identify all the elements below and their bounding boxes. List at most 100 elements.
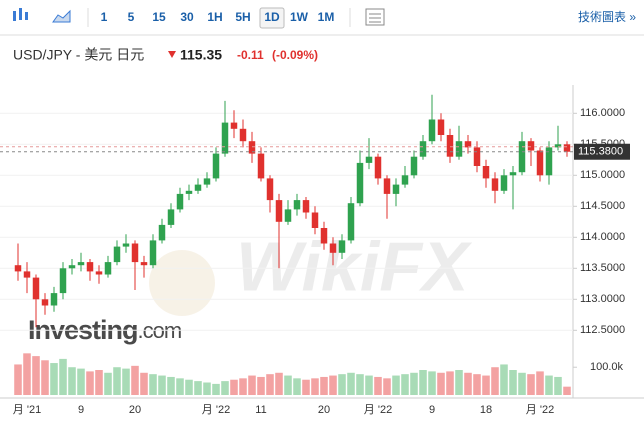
x-tick-label: 20	[318, 404, 330, 416]
volume-bar	[158, 375, 166, 395]
interval-button[interactable]: 1	[101, 10, 108, 24]
candle-body	[77, 262, 85, 266]
volume-bar	[275, 372, 283, 395]
candle-body	[509, 172, 517, 176]
interval-button[interactable]: 15	[152, 10, 166, 24]
volume-bar	[545, 375, 553, 395]
volume-bar	[257, 376, 265, 395]
candle-body	[311, 212, 319, 228]
volume-bar	[383, 378, 391, 395]
candle-body	[446, 135, 454, 157]
candle-body	[338, 240, 346, 253]
candle-body	[113, 246, 121, 263]
candle-body	[59, 268, 67, 294]
interval-button[interactable]: 30	[180, 10, 194, 24]
volume-bar	[419, 370, 427, 395]
volume-bar	[122, 368, 130, 395]
volume-bar	[392, 375, 400, 395]
candle-body	[473, 147, 481, 166]
last-price-box	[574, 143, 630, 160]
volume-bar	[554, 376, 562, 395]
volume-bar	[347, 372, 355, 395]
volume-bar	[536, 371, 544, 395]
candle-body	[536, 150, 544, 176]
y-tick-label: 114.0000	[580, 231, 625, 243]
candle-body	[401, 175, 409, 185]
volume-bar	[473, 374, 481, 395]
candle-body	[95, 271, 103, 275]
candle-body	[419, 141, 427, 157]
volume-bar	[41, 360, 49, 395]
candle-body	[293, 200, 301, 210]
volume-bar	[221, 381, 229, 395]
candle-body	[518, 141, 526, 173]
volume-bar	[77, 368, 85, 395]
x-tick-label: 月 '22	[526, 404, 554, 416]
candle-body	[122, 243, 130, 247]
x-tick-label: 月 '21	[13, 404, 41, 416]
interval-button[interactable]: 1M	[318, 10, 335, 24]
interval-button[interactable]: 1D	[264, 10, 280, 24]
volume-bar	[95, 370, 103, 395]
candle-body	[266, 178, 274, 201]
volume-bar	[320, 376, 328, 395]
watermark-logo	[149, 250, 215, 316]
volume-bar	[140, 372, 148, 395]
candle-body	[185, 190, 193, 194]
candle-body	[365, 156, 373, 163]
down-arrow	[168, 51, 176, 58]
x-tick-label: 20	[129, 404, 141, 416]
volume-bar	[401, 374, 409, 395]
volume-bar	[356, 374, 364, 395]
candle-body	[329, 243, 337, 253]
candle-body	[491, 178, 499, 191]
candle-body	[14, 265, 22, 272]
candle-body	[545, 147, 553, 176]
candle-body	[284, 209, 292, 222]
candle-body	[68, 265, 76, 269]
volume-bar	[410, 372, 418, 395]
candle-body	[374, 156, 382, 179]
volume-bar	[428, 371, 436, 395]
candle-body	[554, 144, 562, 148]
interval-button[interactable]: 5	[128, 10, 135, 24]
price: 115.35	[180, 47, 222, 63]
x-tick-label: 月 '22	[364, 404, 392, 416]
volume-bar	[500, 364, 508, 395]
volume-bar	[338, 374, 346, 395]
interval-button[interactable]: 1H	[207, 10, 222, 24]
candle-body	[221, 122, 229, 154]
tech-chart-link[interactable]: 技術圖表 »	[578, 10, 636, 24]
candle-body	[392, 184, 400, 194]
volume-bar	[203, 382, 211, 395]
candle-body	[410, 156, 418, 176]
volume-bar	[284, 375, 292, 395]
interval-button[interactable]: 1W	[290, 10, 309, 24]
y-tick-label: 114.5000	[580, 200, 625, 212]
volume-bar	[68, 367, 76, 395]
candle-body	[500, 175, 508, 191]
volume-bar	[248, 375, 256, 395]
candle-body	[383, 178, 391, 194]
candle-body	[104, 262, 112, 275]
layout-icon[interactable]	[365, 8, 385, 26]
x-tick-label: 9	[78, 404, 84, 416]
volume-bar	[302, 379, 310, 395]
candle-body	[203, 178, 211, 185]
interval-button[interactable]: 5H	[235, 10, 250, 24]
candle-body	[437, 119, 445, 135]
candle-body	[194, 184, 202, 191]
change-pct: (-0.09%)	[272, 48, 318, 62]
candle-body	[212, 153, 220, 179]
volume-bar	[176, 378, 184, 395]
volume-bar	[446, 371, 454, 395]
volume-bar	[527, 374, 535, 395]
candle-body	[257, 153, 265, 179]
volume-bar	[365, 375, 373, 395]
candle-body	[482, 166, 490, 179]
candle-icon[interactable]	[13, 8, 28, 21]
candle-body	[23, 271, 31, 278]
area-icon[interactable]	[52, 9, 71, 23]
candle-body	[140, 262, 148, 266]
